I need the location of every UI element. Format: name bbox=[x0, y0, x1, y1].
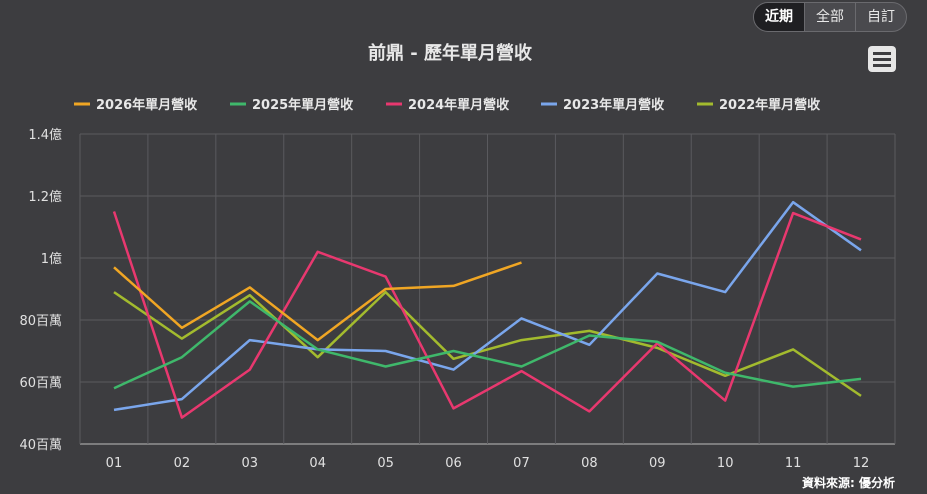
legend-item[interactable]: 2024年單月營收 bbox=[386, 97, 510, 113]
y-tick-label: 1.4億 bbox=[28, 127, 62, 143]
x-tick-label: 11 bbox=[785, 456, 802, 471]
chart-title: 前鼎 - 歷年單月營收 bbox=[368, 42, 532, 64]
y-tick-label: 1.2億 bbox=[28, 189, 62, 205]
legend-label: 2024年單月營收 bbox=[408, 97, 510, 113]
x-tick-label: 01 bbox=[106, 456, 123, 471]
x-tick-label: 03 bbox=[242, 456, 259, 471]
x-tick-label: 07 bbox=[513, 456, 530, 471]
x-tick-label: 05 bbox=[377, 456, 394, 471]
grid bbox=[79, 133, 896, 445]
legend-item[interactable]: 2023年單月營收 bbox=[541, 97, 665, 113]
y-tick-label: 80百萬 bbox=[19, 314, 62, 329]
hamburger-menu-icon[interactable] bbox=[868, 46, 896, 72]
x-tick-label: 06 bbox=[445, 456, 462, 471]
x-tick-label: 04 bbox=[309, 456, 326, 471]
y-axis: 40百萬 60百萬 80百萬 1億 1.2億 1.4億 bbox=[19, 127, 62, 453]
y-tick-label: 40百萬 bbox=[19, 438, 62, 453]
range-selector: 近期 全部 自訂 bbox=[753, 2, 907, 32]
x-tick-label: 02 bbox=[174, 456, 191, 471]
x-tick-label: 09 bbox=[649, 456, 666, 471]
data-source-label: 資料來源: 優分析 bbox=[802, 476, 895, 490]
legend-label: 2025年單月營收 bbox=[252, 97, 354, 113]
x-tick-label: 12 bbox=[853, 456, 870, 471]
legend-label: 2026年單月營收 bbox=[96, 97, 198, 113]
series-lines bbox=[112, 200, 862, 419]
legend-label: 2023年單月營收 bbox=[563, 97, 665, 113]
range-button-recent[interactable]: 近期 bbox=[754, 3, 804, 31]
x-axis: 01 02 03 04 05 06 07 08 09 10 11 12 bbox=[106, 456, 870, 471]
legend: 2026年單月營收 2025年單月營收 2024年單月營收 2023年單月營收 2022… bbox=[74, 97, 821, 113]
series-line[interactable] bbox=[113, 300, 862, 390]
series-line[interactable] bbox=[113, 200, 862, 412]
x-tick-label: 08 bbox=[581, 456, 598, 471]
legend-label: 2022年單月營收 bbox=[719, 97, 821, 113]
series-line[interactable] bbox=[112, 211, 862, 419]
legend-item[interactable]: 2022年單月營收 bbox=[697, 97, 821, 113]
range-button-all[interactable]: 全部 bbox=[804, 3, 855, 31]
range-button-custom[interactable]: 自訂 bbox=[855, 3, 906, 31]
legend-item[interactable]: 2026年單月營收 bbox=[74, 97, 198, 113]
y-tick-label: 60百萬 bbox=[19, 376, 62, 391]
legend-item[interactable]: 2025年單月營收 bbox=[230, 97, 354, 113]
x-tick-label: 10 bbox=[717, 456, 734, 471]
y-tick-label: 1億 bbox=[41, 251, 62, 267]
series-line[interactable] bbox=[113, 261, 522, 342]
